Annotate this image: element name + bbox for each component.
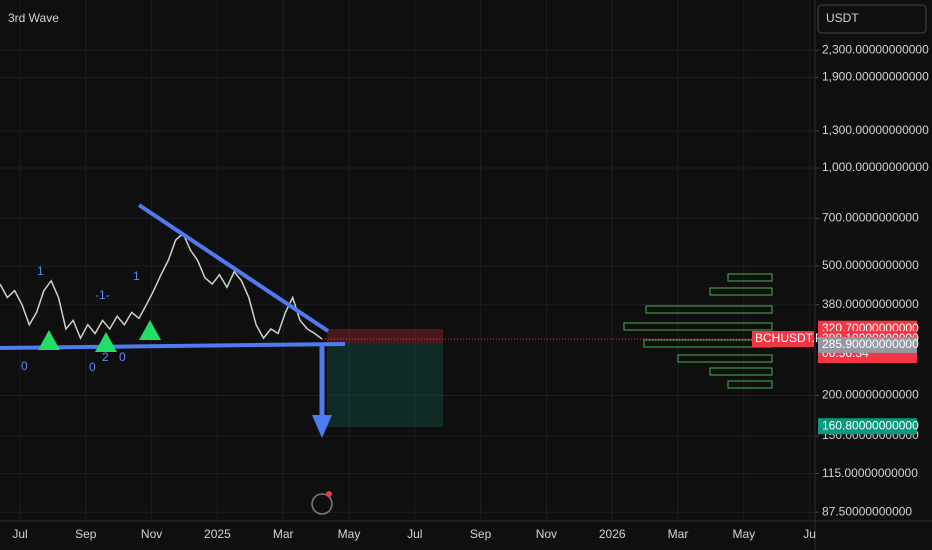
x-tick-label: Mar	[273, 527, 294, 541]
currency-button[interactable]	[817, 4, 927, 34]
price-badge-label: 160.80000000000	[822, 418, 919, 432]
y-tick-label: 1,300.00000000000	[822, 123, 929, 137]
volume-profile	[623, 273, 773, 389]
x-tick-label: Jul	[407, 527, 422, 541]
plot	[0, 232, 815, 340]
grid	[0, 0, 815, 521]
y-tick-label: 1,900.00000000000	[822, 70, 929, 84]
x-tick-label: 2026	[599, 527, 626, 541]
wave-label: 0	[89, 360, 96, 374]
arrow-head	[312, 415, 332, 438]
x-tick-label: May	[732, 527, 755, 541]
triangle	[139, 320, 161, 340]
symbol-badge	[752, 331, 814, 348]
price-badge	[818, 336, 917, 353]
target-zone	[327, 344, 443, 427]
wave-label: 1	[37, 264, 44, 278]
x-tick-label: May	[338, 527, 361, 541]
y-tick-label: 380.00000000000	[822, 297, 919, 311]
wave-label: 0	[119, 350, 126, 364]
trend-line	[137, 203, 330, 333]
y-tick-label: 87.50000000000	[822, 504, 912, 518]
triangle	[38, 330, 60, 350]
stop-zone	[327, 329, 443, 344]
chart-title: 3rd Wave	[8, 11, 59, 25]
x-tick-label: Nov	[536, 527, 557, 541]
x-tick-label: Sep	[75, 527, 97, 541]
y-tick-label: 115.00000000000	[822, 466, 918, 480]
wave-label: 1	[133, 269, 140, 283]
y-tick-label: 1,000.00000000000	[822, 160, 929, 174]
wave-label: 2	[102, 350, 109, 364]
y-tick-label: 200.00000000000	[822, 388, 919, 402]
flash-icon[interactable]	[311, 493, 333, 515]
y-tick-label: 2,300.00000000000	[822, 43, 929, 57]
x-tick-label: Ju	[803, 527, 816, 541]
price-badge-label: 285.90000000000	[822, 337, 919, 351]
currency-label: USDT	[826, 11, 859, 25]
price-badge	[818, 418, 917, 435]
y-tick-label: 500.00000000000	[822, 258, 919, 272]
wave-label: 0	[21, 359, 28, 373]
wave-label: -1-	[95, 288, 110, 302]
x-tick-label: Nov	[141, 527, 162, 541]
y-tick-label: 700.00000000000	[822, 211, 919, 225]
x-tick-label: Sep	[470, 527, 492, 541]
notification-dot	[326, 491, 332, 497]
symbol-label: BCHUSDT.P	[755, 331, 823, 345]
triangle	[95, 332, 117, 352]
x-tick-label: 2025	[204, 527, 231, 541]
x-tick-label: Jul	[12, 527, 27, 541]
x-tick-label: Mar	[668, 527, 689, 541]
price-line	[0, 232, 323, 340]
